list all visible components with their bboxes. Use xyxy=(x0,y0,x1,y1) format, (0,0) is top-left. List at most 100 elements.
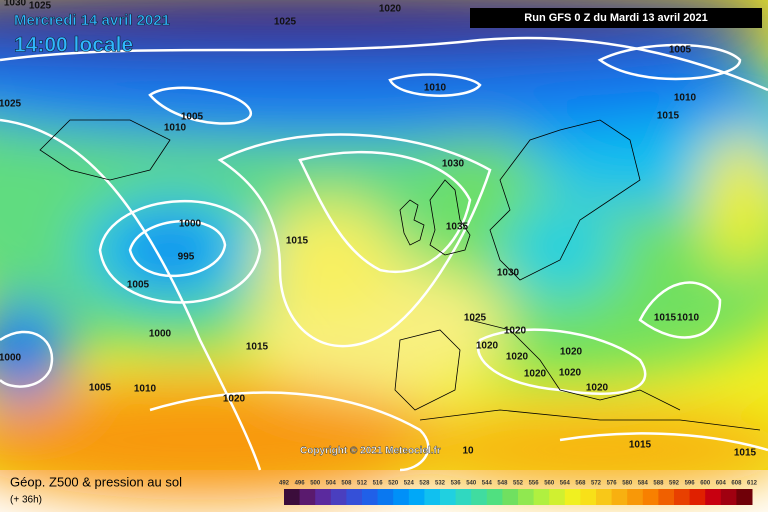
scale-label: 496 xyxy=(295,481,306,487)
scale-label: 544 xyxy=(482,481,493,487)
scale-label: 540 xyxy=(466,481,477,487)
scale-label: 600 xyxy=(700,481,711,487)
isobar-label: 1020 xyxy=(506,352,529,363)
scale-cell xyxy=(393,489,410,505)
isobar-label: 1000 xyxy=(149,329,172,340)
scale-cell xyxy=(330,489,347,505)
scale-cell xyxy=(518,489,535,505)
scale-cell xyxy=(377,489,394,505)
scale-label: 536 xyxy=(451,481,462,487)
scale-label: 564 xyxy=(560,481,571,487)
scale-label: 576 xyxy=(607,481,618,487)
scale-cell xyxy=(440,489,457,505)
scale-label: 508 xyxy=(341,481,352,487)
isobar-label: 1020 xyxy=(560,347,583,358)
isobar-label: 1025 xyxy=(0,99,22,110)
isobar-label: 1020 xyxy=(379,4,402,15)
field xyxy=(0,0,768,500)
scale-label: 560 xyxy=(544,481,555,487)
isobar-label: 10 xyxy=(462,446,474,457)
isobar-label: 1000 xyxy=(179,219,202,230)
scale-cell xyxy=(580,489,597,505)
scale-label: 552 xyxy=(513,481,524,487)
isobar-label: 1010 xyxy=(134,384,157,395)
scale-cell xyxy=(315,489,332,505)
isobar-label: 1020 xyxy=(524,369,547,380)
scale-label: 548 xyxy=(497,481,508,487)
scale-label: 568 xyxy=(575,481,586,487)
scale-cell xyxy=(705,489,722,505)
isobar-label: 1005 xyxy=(181,112,204,123)
isobar-label: 1015 xyxy=(734,448,757,459)
scale-cell xyxy=(642,489,659,505)
copyright: Copyright © 2021 Meteociel.fr xyxy=(300,446,441,457)
isobar-label: 1025 xyxy=(274,17,297,28)
isobar-label: 1020 xyxy=(559,368,582,379)
scale-label: 532 xyxy=(435,481,446,487)
scale-cell xyxy=(611,489,628,505)
isobar-label: 1020 xyxy=(223,394,246,405)
isobar-label: 1010 xyxy=(424,83,447,94)
isobar-label: 1030 xyxy=(4,0,27,9)
scale-label: 512 xyxy=(357,481,368,487)
scale-cell xyxy=(674,489,691,505)
scale-cell xyxy=(720,489,737,505)
isobar-label: 1015 xyxy=(286,236,309,247)
scale-cell xyxy=(362,489,379,505)
scale-label: 492 xyxy=(279,481,290,487)
scale-label: 504 xyxy=(326,481,337,487)
scale-label: 612 xyxy=(747,481,758,487)
isobar-label: 1020 xyxy=(586,383,609,394)
scale-cell xyxy=(486,489,503,505)
isobar-label: 1005 xyxy=(89,383,112,394)
run-info: Run GFS 0 Z du Mardi 13 avril 2021 xyxy=(524,12,707,24)
scale-label: 608 xyxy=(731,481,742,487)
scale-cell xyxy=(346,489,363,505)
scale-cell xyxy=(549,489,566,505)
scale-cell xyxy=(533,489,550,505)
isobar-label: 1030 xyxy=(442,159,465,170)
scale-cell xyxy=(455,489,472,505)
scale-cell xyxy=(596,489,613,505)
scale-label: 604 xyxy=(716,481,727,487)
legend-title: Géop. Z500 & pression au sol xyxy=(10,474,182,489)
isobar-label: 1010 xyxy=(677,313,700,324)
scale-cell xyxy=(424,489,441,505)
isobar-label: 1010 xyxy=(674,93,697,104)
isobar-label: 1005 xyxy=(669,45,692,56)
scale-cell xyxy=(627,489,644,505)
isobar-label: 1015 xyxy=(657,111,680,122)
coastlines xyxy=(39,119,761,431)
scale-cell xyxy=(658,489,675,505)
scale-label: 500 xyxy=(310,481,321,487)
scale-cell xyxy=(471,489,488,505)
forecast-date: Mercredi 14 avril 2021 xyxy=(14,12,170,29)
scale-label: 524 xyxy=(404,481,415,487)
isobar-label: 1015 xyxy=(246,342,269,353)
scale-label: 580 xyxy=(622,481,633,487)
color-scale: 492 496 500 504 508 512 516 520 524 528 532 536 540 5… xyxy=(279,481,758,505)
isobar-lines xyxy=(0,36,768,472)
isobar-label: 1000 xyxy=(0,353,22,364)
isobar-label: 1025 xyxy=(29,1,52,12)
scale-label: 520 xyxy=(388,481,399,487)
scale-label: 584 xyxy=(638,481,649,487)
isobar-label: 995 xyxy=(178,252,195,263)
isobar-label: 1025 xyxy=(464,313,487,324)
scale-cell xyxy=(502,489,519,505)
isobar-label: 1015 xyxy=(629,440,652,451)
isobar-label: 1005 xyxy=(127,280,150,291)
isobar-label: 1030 xyxy=(497,268,520,279)
isobar-labels: 1030 102510251020102510101005101010151005… xyxy=(0,0,757,459)
run-banner xyxy=(470,8,762,28)
isobar-label: 1010 xyxy=(164,123,187,134)
isobar-label: 1020 xyxy=(476,341,499,352)
scale-label: 588 xyxy=(653,481,664,487)
legend-lead: (+ 36h) xyxy=(10,495,42,506)
scale-label: 528 xyxy=(419,481,430,487)
isobar-label: 1035 xyxy=(446,222,469,233)
scale-cell xyxy=(299,489,316,505)
scale-cell xyxy=(564,489,581,505)
